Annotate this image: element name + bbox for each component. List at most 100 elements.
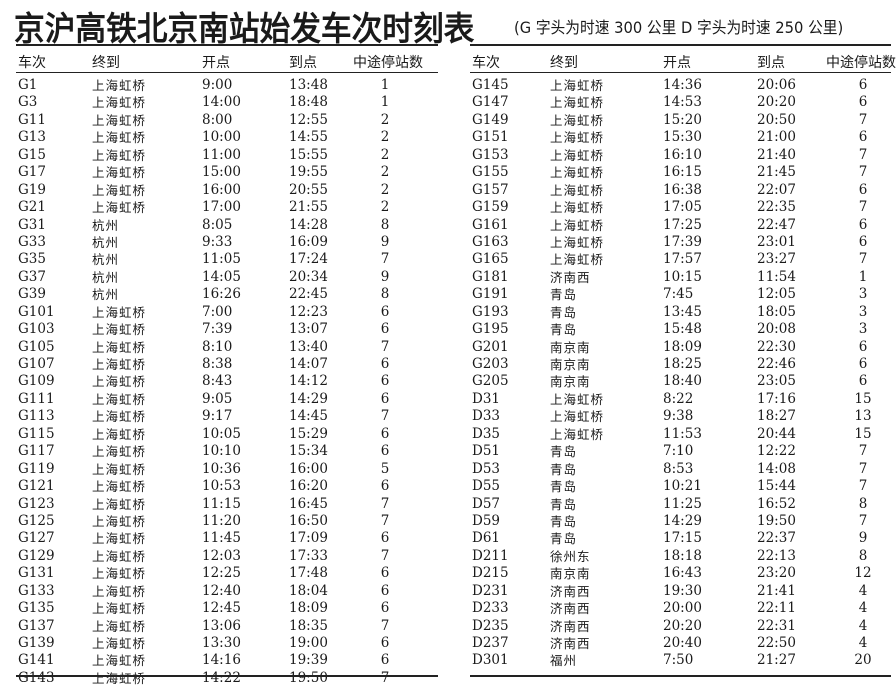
arrive-time: 16:45 [289, 495, 328, 512]
destination: 上海虹桥 [92, 391, 147, 407]
train-number: G35 [18, 251, 46, 268]
header-rule [470, 71, 891, 73]
header-stops: 中途停站数 [353, 54, 423, 71]
arrive-time: 16:20 [289, 478, 328, 495]
destination: 上海虹桥 [92, 601, 147, 617]
table-row: G137 上海虹桥 13:06 18:35 7 [16, 618, 438, 635]
destination: 杭州 [92, 287, 120, 303]
destination: 杭州 [92, 252, 120, 268]
arrive-time: 19:50 [757, 512, 796, 529]
destination: 杭州 [92, 269, 120, 285]
table-row: D35 上海虹桥 11:53 20:44 15 [470, 426, 891, 443]
depart-time: 11:25 [663, 495, 702, 512]
train-number: G17 [18, 164, 46, 181]
stops: 2 [380, 111, 390, 128]
rows: G1 上海虹桥 9:00 13:48 1 G3 上海虹桥 14:00 18:48 1 G11 上海虹桥… [16, 77, 438, 687]
stops: 1 [380, 94, 390, 111]
depart-time: 8:00 [202, 111, 233, 128]
destination: 青岛 [550, 531, 578, 547]
arrive-time: 17:09 [289, 530, 328, 547]
train-number: D211 [472, 547, 509, 564]
table-row: G191 青岛 7:45 12:05 3 [470, 286, 891, 303]
depart-time: 16:15 [663, 164, 702, 181]
train-number: G157 [472, 181, 509, 198]
stops: 4 [858, 617, 868, 634]
table-row: G111 上海虹桥 9:05 14:29 6 [16, 391, 438, 408]
arrive-time: 12:55 [289, 111, 328, 128]
stops: 2 [380, 129, 390, 146]
stops: 12 [854, 565, 872, 582]
stops: 7 [380, 251, 390, 268]
stops: 15 [854, 390, 872, 407]
arrive-time: 22:30 [757, 338, 796, 355]
stops: 7 [858, 251, 868, 268]
table-row: G205 南京南 18:40 23:05 6 [470, 373, 891, 390]
table-row: D53 青岛 8:53 14:08 7 [470, 461, 891, 478]
destination: 上海虹桥 [550, 217, 605, 233]
depart-time: 17:00 [202, 199, 241, 216]
destination: 上海虹桥 [92, 130, 147, 146]
destination: 上海虹桥 [92, 618, 147, 634]
train-number: D59 [472, 512, 501, 529]
destination: 上海虹桥 [550, 234, 605, 250]
depart-time: 16:00 [202, 181, 241, 198]
train-number: D57 [472, 495, 501, 512]
table-row: D31 上海虹桥 8:22 17:16 15 [470, 391, 891, 408]
table-row: G3 上海虹桥 14:00 18:48 1 [16, 94, 438, 111]
table-row: G109 上海虹桥 8:43 14:12 6 [16, 373, 438, 390]
destination: 上海虹桥 [92, 200, 147, 216]
depart-time: 17:25 [663, 216, 702, 233]
stops: 4 [858, 635, 868, 651]
header-stops: 中途停站数 [826, 54, 896, 71]
depart-time: 13:30 [202, 635, 241, 651]
header-train: 车次 [18, 54, 46, 71]
destination: 上海虹桥 [92, 95, 147, 111]
depart-time: 18:25 [663, 356, 702, 372]
train-number: G147 [472, 94, 509, 111]
train-number: G165 [472, 251, 509, 268]
arrive-time: 17:48 [289, 565, 328, 582]
arrive-time: 19:50 [289, 669, 328, 686]
arrive-time: 16:00 [289, 460, 328, 477]
train-number: G125 [18, 512, 55, 529]
depart-time: 15:20 [663, 111, 702, 128]
destination: 上海虹桥 [92, 165, 147, 181]
stops: 6 [380, 565, 390, 582]
depart-time: 7:50 [663, 652, 694, 669]
train-number: D33 [472, 408, 501, 425]
arrive-time: 13:07 [289, 321, 328, 338]
header-depart: 开点 [663, 54, 691, 71]
train-number: G193 [472, 303, 509, 320]
arrive-time: 20:50 [757, 111, 796, 128]
destination: 上海虹桥 [550, 426, 605, 442]
destination: 上海虹桥 [92, 513, 147, 529]
depart-time: 15:48 [663, 321, 702, 338]
table-row: G165 上海虹桥 17:57 23:27 7 [470, 251, 891, 268]
train-number: G139 [18, 635, 55, 651]
table-row: D235 济南西 20:20 22:31 4 [470, 618, 891, 635]
table-row: G157 上海虹桥 16:38 22:07 6 [470, 182, 891, 199]
destination: 上海虹桥 [92, 112, 147, 128]
stops: 20 [854, 652, 872, 669]
table-row: G33 杭州 9:33 16:09 9 [16, 234, 438, 251]
table-row: G123 上海虹桥 11:15 16:45 7 [16, 496, 438, 513]
header-row: 车次 终到 开点 到点 中途停站数 [16, 46, 438, 72]
depart-time: 14:16 [202, 652, 241, 669]
depart-time: 18:40 [663, 373, 702, 390]
depart-time: 11:45 [202, 530, 241, 547]
train-number: G111 [18, 390, 55, 407]
train-number: G145 [472, 77, 509, 93]
arrive-time: 20:34 [289, 268, 328, 285]
table-row: G161 上海虹桥 17:25 22:47 6 [470, 217, 891, 234]
arrive-time: 21:27 [757, 652, 796, 669]
destination: 济南西 [550, 618, 591, 634]
stops: 4 [858, 600, 868, 617]
stops: 8 [380, 286, 390, 303]
depart-time: 10:05 [202, 425, 241, 442]
stops: 6 [858, 94, 868, 111]
destination: 青岛 [550, 322, 578, 338]
arrive-time: 13:48 [289, 77, 328, 93]
train-number: G3 [18, 94, 38, 111]
table-row: D57 青岛 11:25 16:52 8 [470, 496, 891, 513]
arrive-time: 16:50 [289, 512, 328, 529]
